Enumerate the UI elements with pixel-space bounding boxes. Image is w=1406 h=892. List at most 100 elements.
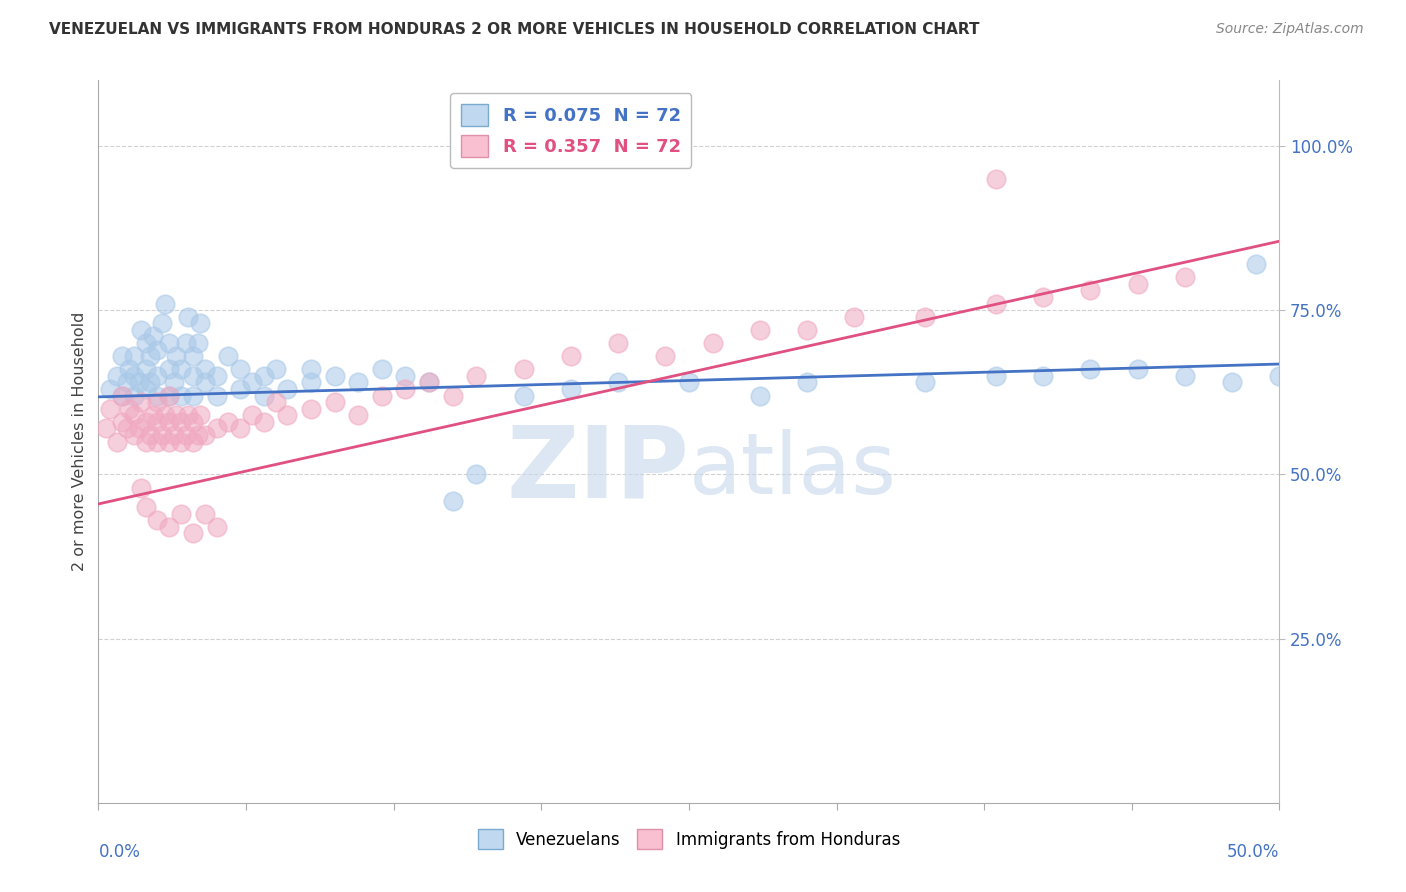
Point bbox=[165, 409, 187, 423]
Point bbox=[1244, 257, 1267, 271]
Point bbox=[796, 376, 818, 390]
Point bbox=[205, 421, 228, 435]
Point bbox=[105, 368, 128, 383]
Point bbox=[142, 329, 165, 343]
Point bbox=[157, 434, 180, 449]
Point bbox=[111, 349, 134, 363]
Point bbox=[217, 415, 239, 429]
Point bbox=[240, 409, 263, 423]
Point bbox=[170, 362, 193, 376]
Point bbox=[146, 395, 169, 409]
Point bbox=[276, 382, 298, 396]
Point bbox=[163, 428, 186, 442]
Point bbox=[174, 336, 197, 351]
Point bbox=[111, 388, 134, 402]
Point bbox=[194, 507, 217, 521]
Point bbox=[217, 349, 239, 363]
Point bbox=[170, 388, 193, 402]
Point bbox=[181, 349, 204, 363]
Point bbox=[157, 388, 180, 402]
Point bbox=[299, 376, 322, 390]
Point bbox=[157, 362, 180, 376]
Point bbox=[1032, 368, 1054, 383]
Point bbox=[1032, 290, 1054, 304]
Point bbox=[607, 376, 630, 390]
Text: ZIP: ZIP bbox=[506, 422, 689, 519]
Point bbox=[170, 507, 193, 521]
Point bbox=[181, 526, 204, 541]
Point bbox=[129, 395, 152, 409]
Point bbox=[441, 493, 464, 508]
Point bbox=[560, 349, 582, 363]
Point bbox=[181, 434, 204, 449]
Text: 0.0%: 0.0% bbox=[98, 843, 141, 861]
Point bbox=[465, 368, 488, 383]
Point bbox=[146, 368, 169, 383]
Point bbox=[188, 409, 211, 423]
Point bbox=[150, 316, 173, 330]
Point bbox=[205, 520, 228, 534]
Point bbox=[157, 415, 180, 429]
Point bbox=[181, 415, 204, 429]
Point bbox=[94, 421, 117, 435]
Point bbox=[146, 434, 169, 449]
Point bbox=[111, 415, 134, 429]
Point bbox=[170, 434, 193, 449]
Point bbox=[177, 310, 200, 324]
Point bbox=[194, 362, 217, 376]
Point bbox=[181, 388, 204, 402]
Point bbox=[394, 382, 416, 396]
Point bbox=[150, 428, 173, 442]
Point bbox=[418, 376, 440, 390]
Point bbox=[129, 481, 152, 495]
Point bbox=[984, 171, 1007, 186]
Point bbox=[115, 421, 138, 435]
Point bbox=[128, 421, 150, 435]
Point bbox=[253, 415, 276, 429]
Point bbox=[1174, 368, 1197, 383]
Text: 50.0%: 50.0% bbox=[1227, 843, 1279, 861]
Point bbox=[122, 388, 145, 402]
Point bbox=[678, 376, 700, 390]
Point bbox=[1080, 284, 1102, 298]
Point bbox=[146, 415, 169, 429]
Point bbox=[135, 336, 157, 351]
Point bbox=[418, 376, 440, 390]
Point bbox=[194, 428, 217, 442]
Point bbox=[229, 421, 252, 435]
Point bbox=[165, 349, 187, 363]
Point bbox=[276, 409, 298, 423]
Text: VENEZUELAN VS IMMIGRANTS FROM HONDURAS 2 OR MORE VEHICLES IN HOUSEHOLD CORRELATI: VENEZUELAN VS IMMIGRANTS FROM HONDURAS 2… bbox=[49, 22, 980, 37]
Point bbox=[1220, 376, 1243, 390]
Point bbox=[702, 336, 724, 351]
Point bbox=[914, 310, 936, 324]
Point bbox=[163, 376, 186, 390]
Point bbox=[157, 520, 180, 534]
Point bbox=[347, 376, 370, 390]
Point bbox=[844, 310, 866, 324]
Text: Source: ZipAtlas.com: Source: ZipAtlas.com bbox=[1216, 22, 1364, 37]
Point bbox=[205, 388, 228, 402]
Point bbox=[748, 323, 770, 337]
Point bbox=[98, 382, 121, 396]
Point bbox=[187, 336, 209, 351]
Point bbox=[512, 388, 534, 402]
Point bbox=[135, 382, 157, 396]
Point bbox=[129, 323, 152, 337]
Point bbox=[253, 368, 276, 383]
Point bbox=[177, 409, 200, 423]
Point bbox=[560, 382, 582, 396]
Point bbox=[984, 296, 1007, 310]
Point bbox=[170, 415, 193, 429]
Point bbox=[142, 409, 165, 423]
Point bbox=[253, 388, 276, 402]
Point bbox=[914, 376, 936, 390]
Point bbox=[118, 362, 141, 376]
Point bbox=[1126, 277, 1149, 291]
Point bbox=[153, 409, 176, 423]
Point bbox=[181, 368, 204, 383]
Point bbox=[187, 428, 209, 442]
Point bbox=[188, 316, 211, 330]
Point bbox=[174, 428, 197, 442]
Point bbox=[105, 434, 128, 449]
